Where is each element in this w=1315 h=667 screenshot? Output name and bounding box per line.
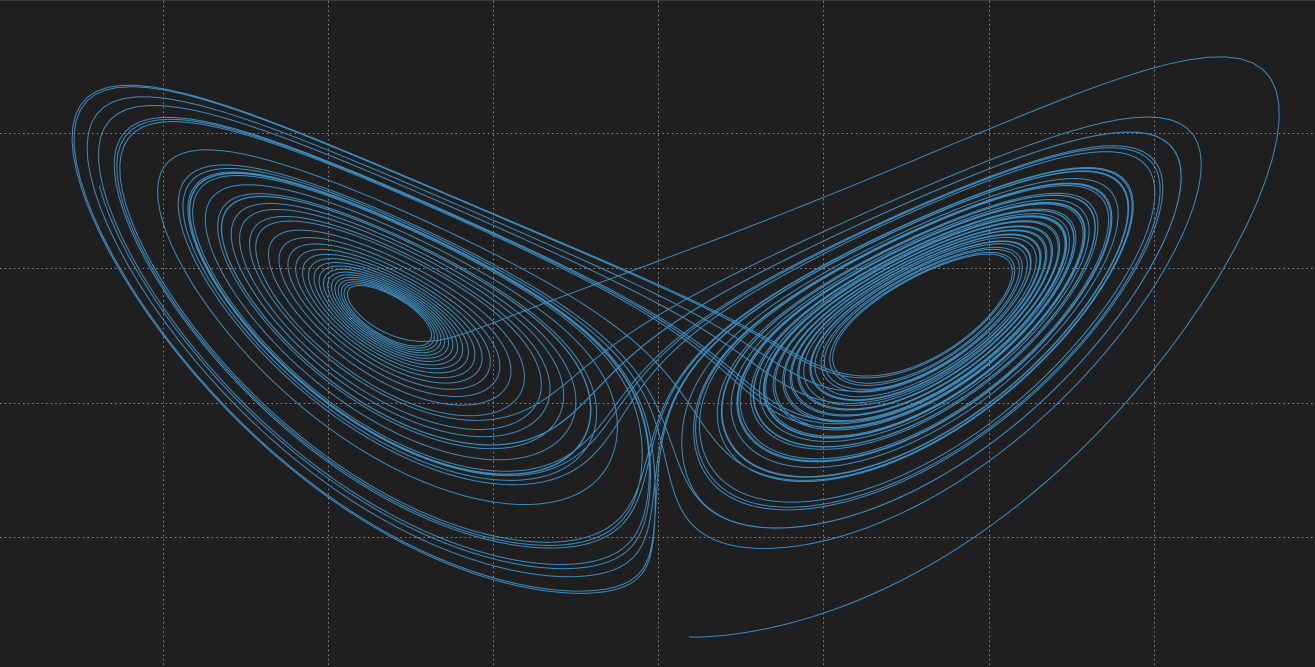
series-layer (71, 56, 1280, 638)
lorenz-series-line-1 (71, 56, 1280, 638)
